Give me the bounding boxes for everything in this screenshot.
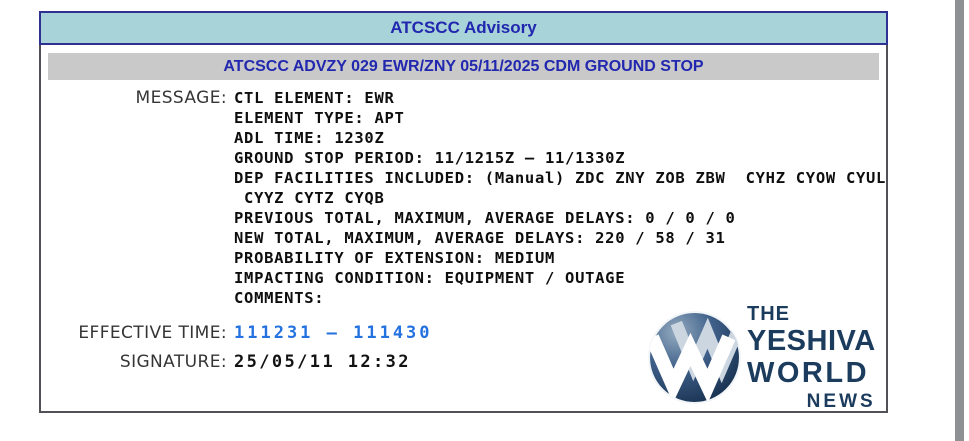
advisory-title: ATCSCC Advisory (390, 18, 537, 37)
message-line: CYYZ CYTZ CYQB (234, 189, 385, 207)
yeshiva-world-news-logo[interactable]: THE YESHIVA WORLD NEWS (646, 304, 882, 411)
globe-w-icon (648, 310, 741, 404)
message-line: PROBABILITY OF EXTENSION: MEDIUM (234, 249, 556, 267)
message-text: CTL ELEMENT: EWR ELEMENT TYPE: APT ADL T… (234, 88, 886, 308)
effective-time-row: EFFECTIVE TIME: 111231 – 111430 (41, 323, 886, 343)
signature-label: SIGNATURE: (119, 352, 227, 372)
message-label: MESSAGE: (135, 88, 227, 108)
message-line: IMPACTING CONDITION: EQUIPMENT / OUTAGE (234, 269, 626, 287)
logo-text-the: THE (747, 302, 790, 325)
advisory-body: MESSAGE: CTL ELEMENT: EWR ELEMENT TYPE: … (41, 88, 886, 372)
message-line: ELEMENT TYPE: APT (234, 109, 405, 127)
logo-text-yeshiva: YESHIVA (747, 324, 876, 357)
signature-row: SIGNATURE: 25/05/11 12:32 (41, 352, 886, 372)
advisory-subtitle: ATCSCC ADVZY 029 EWR/ZNY 05/11/2025 CDM … (223, 57, 704, 75)
effective-time-label: EFFECTIVE TIME: (78, 323, 227, 343)
message-line: PREVIOUS TOTAL, MAXIMUM, AVERAGE DELAYS:… (234, 209, 736, 227)
message-line: CTL ELEMENT: EWR (234, 89, 395, 107)
logo-wordmark: THE YESHIVA WORLD NEWS (747, 304, 876, 411)
window-scrollbar[interactable] (955, 0, 964, 441)
message-line: GROUND STOP PERIOD: 11/1215Z – 11/1330Z (234, 149, 626, 167)
signature-value: 25/05/11 12:32 (234, 352, 411, 372)
logo-text-world: WORLD (747, 356, 870, 389)
message-line: NEW TOTAL, MAXIMUM, AVERAGE DELAYS: 220 … (234, 229, 726, 247)
advisory-header-bar: ATCSCC Advisory (39, 11, 888, 45)
logo-text-news: NEWS (806, 390, 876, 412)
message-line: COMMENTS: (234, 289, 325, 307)
advisory-subtitle-bar: ATCSCC ADVZY 029 EWR/ZNY 05/11/2025 CDM … (48, 53, 879, 80)
message-row: MESSAGE: CTL ELEMENT: EWR ELEMENT TYPE: … (41, 88, 886, 308)
message-line: ADL TIME: 1230Z (234, 129, 385, 147)
advisory-panel: ATCSCC Advisory ATCSCC ADVZY 029 EWR/ZNY… (39, 11, 888, 413)
effective-time-value: 111231 – 111430 (234, 323, 433, 343)
message-line: DEP FACILITIES INCLUDED: (Manual) ZDC ZN… (234, 169, 887, 187)
